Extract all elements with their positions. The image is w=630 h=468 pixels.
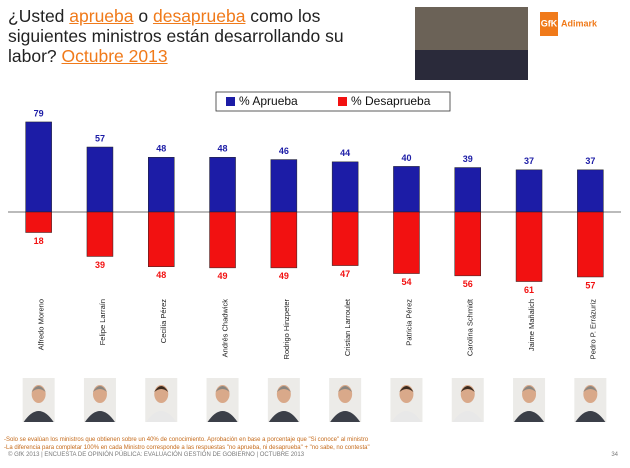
value-label: 48 (156, 144, 166, 154)
value-label: 56 (463, 279, 473, 289)
title-part: ¿Usted (8, 6, 70, 26)
bar (148, 157, 175, 213)
title-part: como los (245, 6, 321, 26)
portrait-body (146, 411, 177, 422)
bar (209, 211, 236, 269)
portrait-body (452, 411, 483, 422)
portrait-hair (583, 386, 598, 392)
title-part: labor? (8, 46, 62, 66)
legend-swatch (226, 97, 235, 106)
category-label: Carolina Schmidt (466, 298, 475, 356)
category-label: Alfredo Moreno (37, 299, 46, 350)
legend-label: % Desaprueba (351, 94, 431, 108)
category-label: Cecilia Pérez (159, 299, 168, 343)
category-label: Andrés Chadwick (221, 299, 230, 358)
value-label: 39 (463, 154, 473, 164)
portrait-hair (154, 386, 169, 392)
value-label: 57 (585, 280, 595, 290)
portrait-body (84, 411, 115, 422)
portrait-body (514, 411, 545, 422)
bar (454, 211, 481, 277)
portrait-body (23, 411, 54, 422)
portrait-body (575, 411, 606, 422)
notes: -Solo se evalúan los ministros que obtie… (4, 437, 370, 452)
value-label: 39 (95, 260, 105, 270)
bar (25, 121, 52, 213)
value-label: 18 (34, 236, 44, 246)
portrait-hair (31, 386, 46, 392)
bar (86, 211, 114, 257)
value-label: 37 (585, 156, 595, 166)
value-label: 47 (340, 269, 350, 279)
bar (515, 169, 543, 213)
category-label: Jaime Mañalich (527, 299, 536, 351)
category-label: Pedro P. Errázuriz (588, 299, 597, 360)
category-label: Rodrigo Hinzpeter (282, 299, 291, 360)
category-label: Patricia Pérez (404, 299, 413, 346)
portrait-hair (92, 386, 107, 392)
value-label: 44 (340, 148, 350, 158)
legend-swatch (338, 97, 347, 106)
title-line: siguientes ministros están desarrollando… (8, 26, 344, 46)
bar (148, 211, 175, 267)
note: -La diferencia para completar 100% en ca… (4, 444, 370, 451)
legend-label: % Aprueba (239, 94, 298, 108)
logo-box (540, 12, 558, 36)
title-line: ¿Usted aprueba o desaprueba como los (8, 6, 344, 26)
value-label: 49 (218, 271, 228, 281)
bar (25, 211, 52, 233)
portrait-body (268, 411, 299, 422)
bar (393, 166, 420, 213)
value-label: 49 (279, 271, 289, 281)
title-line: labor? Octubre 2013 (8, 46, 344, 66)
bar (86, 146, 114, 213)
portrait-hair (276, 386, 291, 392)
portrait-hair (215, 386, 230, 392)
category-label: Felipe Larraín (98, 299, 107, 345)
note: -Solo se evalúan los ministros que obtie… (4, 437, 369, 443)
category-label: Cristian Larroulet (343, 298, 352, 356)
bar (270, 159, 298, 213)
title-part: desaprueba (152, 6, 246, 26)
value-label: 48 (156, 270, 166, 280)
portrait-hair (522, 386, 537, 392)
value-label: 37 (524, 156, 534, 166)
portrait-body (391, 411, 422, 422)
portrait-hair (460, 386, 475, 392)
title-part: Octubre 2013 (61, 46, 168, 66)
page-number: 34 (611, 452, 618, 458)
portrait-body (330, 411, 361, 422)
value-label: 57 (95, 133, 105, 143)
legend-box (215, 91, 451, 112)
value-label: 79 (34, 108, 44, 118)
bar (515, 211, 543, 282)
title-part: o (133, 6, 153, 26)
value-label: 40 (401, 153, 411, 163)
value-label: 46 (279, 146, 289, 156)
bar (209, 157, 236, 213)
bar (331, 161, 359, 213)
group-photo-people (415, 50, 528, 80)
portrait-hair (338, 386, 353, 392)
bar (454, 167, 481, 213)
portrait-hair (399, 386, 414, 392)
footer: © GfK 2013 | ENCUESTA DE OPINIÓN PÚBLICA… (8, 452, 305, 458)
logo-text: GfK (541, 18, 558, 28)
portrait-body (207, 411, 238, 422)
title-part: siguientes ministros están desarrollando… (8, 26, 344, 46)
bar (270, 211, 298, 269)
value-label: 48 (218, 144, 228, 154)
bar (577, 211, 604, 278)
logo-text: Adimark (561, 18, 598, 28)
bar (577, 169, 604, 213)
bar (331, 211, 359, 266)
value-label: 61 (524, 285, 534, 295)
value-label: 54 (401, 277, 411, 287)
title: ¿Usted aprueba o desaprueba como los sigu… (8, 6, 344, 66)
title-part: aprueba (69, 6, 134, 26)
bar (393, 211, 420, 274)
